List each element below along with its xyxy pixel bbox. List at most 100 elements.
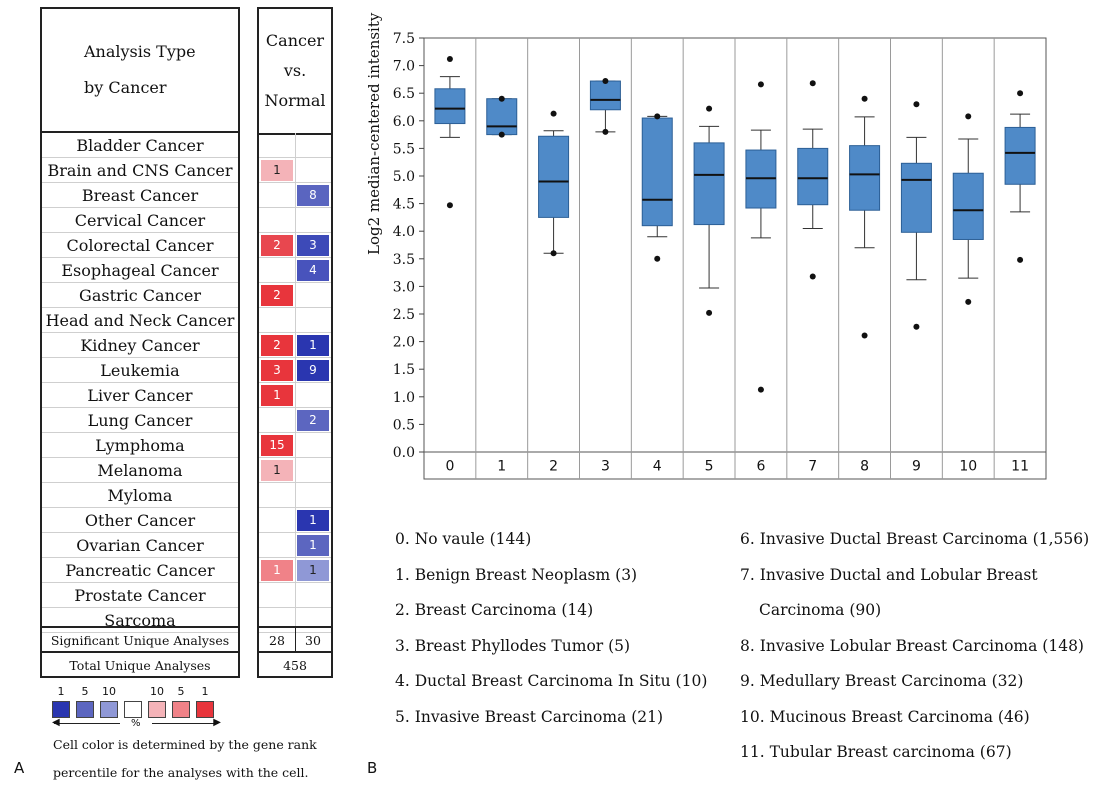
color-scale-number: 1: [57, 685, 65, 698]
outlier-point: [498, 95, 505, 102]
cancer-type-row: Gastric Cancer: [42, 283, 238, 308]
iqr-box: [952, 172, 984, 240]
analysis-type-header: Analysis Type by Cancer: [42, 9, 238, 133]
x-tick-label: 4: [653, 459, 662, 475]
cancer-vs-normal-row: 1: [259, 383, 331, 408]
cancer-type-row: Kidney Cancer: [42, 333, 238, 358]
y-tick-label: 0.5: [393, 417, 415, 433]
cancer-type-row: Sarcoma: [42, 608, 238, 633]
underexpression-cell: 2: [297, 410, 329, 431]
outlier-point: [809, 273, 816, 280]
box-8: 8: [849, 95, 881, 475]
box-11: 11: [1004, 90, 1036, 475]
overexpression-cell: 1: [261, 560, 293, 581]
significant-down-count: 30: [305, 633, 321, 648]
cancer-type-row: Myloma: [42, 483, 238, 508]
y-tick-label: 6.0: [393, 114, 415, 130]
overexpression-cell: [261, 535, 293, 556]
underexpression-cell: [297, 160, 329, 181]
underexpression-cell: [297, 135, 329, 156]
boxplot-legend-entry: 11. Tubular Breast carcinoma (67): [740, 743, 1012, 761]
underexpression-cell: 1: [297, 510, 329, 531]
color-scale-note-line1: Cell color is determined by the gene ran…: [53, 737, 317, 752]
underexpression-cell: [297, 485, 329, 506]
outlier-point: [965, 298, 972, 305]
scale-percent-sign: %: [131, 718, 141, 729]
iqr-box: [538, 135, 570, 218]
overexpression-cell: 15: [261, 435, 293, 456]
outlier-point: [706, 309, 713, 316]
outlier-point: [913, 323, 920, 330]
cancer-vs-normal-row: 15: [259, 433, 331, 458]
cancer-type-row: Other Cancer: [42, 508, 238, 533]
y-tick-label: 3.0: [393, 279, 415, 295]
underexpression-cell: [297, 210, 329, 231]
cancer-vs-normal-header: Cancer vs. Normal: [259, 9, 331, 135]
box-7: 7: [797, 80, 829, 475]
box-2: 2: [538, 110, 570, 475]
color-scale-swatch: [148, 701, 166, 718]
scale-arrow-right: ▶: [152, 717, 221, 728]
cancer-vs-normal-table: Cancer vs. Normal 1 8 2 3 4 2 2 1 3 9 1 2 15 1 1 1 1 1 28…: [257, 7, 333, 678]
overexpression-cell: 2: [261, 335, 293, 356]
box-1: 1: [486, 95, 518, 475]
color-scale-note: Cell color is determined by the gene ran…: [53, 731, 353, 787]
x-tick-label: 8: [860, 459, 869, 475]
y-tick-label: 6.5: [393, 86, 415, 102]
outlier-point: [913, 101, 920, 108]
x-tick-label: 9: [912, 459, 921, 475]
color-scale-swatch: [196, 701, 214, 718]
cancer-type-row: Cervical Cancer: [42, 208, 238, 233]
cancer-vs-normal-row: 2: [259, 283, 331, 308]
x-tick-label: 10: [959, 459, 977, 475]
iqr-box: [486, 98, 518, 136]
cancer-type-row: Colorectal Cancer: [42, 233, 238, 258]
cancer-vs-normal-row: 8: [259, 183, 331, 208]
color-scale-swatch: [52, 701, 70, 718]
x-tick-label: 3: [601, 459, 610, 475]
y-tick-label: 1.5: [393, 362, 415, 378]
box-0: 0: [434, 55, 466, 475]
boxplot-legend-entry: 7. Invasive Ductal and Lobular Breast: [740, 565, 1038, 584]
cancer-type-row: Ovarian Cancer: [42, 533, 238, 558]
outlier-point: [602, 128, 609, 135]
color-scale-number: 10: [150, 685, 164, 698]
x-tick-label: 7: [808, 459, 817, 475]
boxplot-legend-entry: 1. Benign Breast Neoplasm (3): [395, 565, 638, 584]
y-tick-label: 2.5: [393, 307, 415, 323]
y-tick-label: 5.0: [393, 169, 415, 185]
cancer-type-row: Bladder Cancer: [42, 133, 238, 158]
overexpression-cell: [261, 585, 293, 606]
outlier-point: [446, 202, 453, 209]
underexpression-cell: 1: [297, 560, 329, 581]
outlier-point: [809, 80, 816, 87]
cancer-vs-normal-row: [259, 133, 331, 158]
iqr-box: [849, 145, 881, 211]
cancer-type-row: Pancreatic Cancer: [42, 558, 238, 583]
iqr-box: [1004, 126, 1036, 185]
color-scale-swatch: [76, 701, 94, 718]
cancer-type-row: Melanoma: [42, 458, 238, 483]
y-tick-label: 5.5: [393, 141, 415, 157]
color-scale-swatch: [124, 701, 142, 718]
color-scale-number: 10: [102, 685, 116, 698]
box-5: 5: [693, 105, 725, 475]
cancer-vs-normal-row: 1: [259, 458, 331, 483]
overexpression-cell: [261, 185, 293, 206]
cancer-type-row: Brain and CNS Cancer: [42, 158, 238, 183]
cancer-vs-normal-row: 1: [259, 158, 331, 183]
overexpression-cell: 2: [261, 235, 293, 256]
cancer-vs-normal-header-line3: Normal: [264, 91, 326, 110]
significant-analyses-values: 28 30: [259, 626, 331, 651]
panel-b-label: B: [367, 759, 378, 777]
overexpression-cell: [261, 485, 293, 506]
outlier-point: [654, 255, 661, 262]
overexpression-cell: [261, 410, 293, 431]
x-tick-label: 11: [1011, 459, 1029, 475]
outlier-point: [498, 131, 505, 138]
iqr-box: [900, 162, 932, 233]
y-tick-label: 2.0: [393, 335, 415, 351]
overexpression-cell: 1: [261, 385, 293, 406]
x-tick-label: 6: [756, 459, 765, 475]
